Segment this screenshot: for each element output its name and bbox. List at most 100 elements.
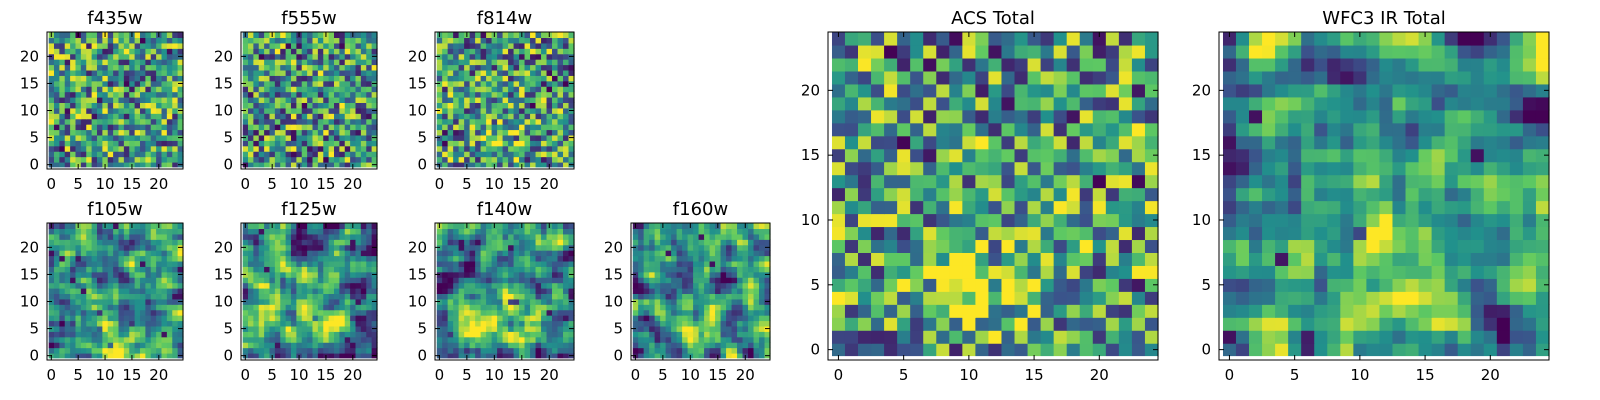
heatmap-cell bbox=[86, 134, 93, 141]
heatmap-cell bbox=[296, 342, 303, 349]
heatmap-cell bbox=[665, 271, 672, 278]
heatmap-cell bbox=[552, 53, 559, 60]
heatmap-cell bbox=[86, 151, 93, 158]
heatmap-cell bbox=[280, 113, 287, 120]
heatmap-cell bbox=[530, 64, 537, 71]
heatmap-cell bbox=[129, 271, 136, 278]
heatmap-cell bbox=[1118, 291, 1133, 305]
heatmap-cell bbox=[145, 156, 152, 163]
heatmap-cell bbox=[665, 315, 672, 322]
heatmap-cell bbox=[480, 325, 487, 332]
heatmap-cell bbox=[643, 266, 650, 273]
heatmap-cell bbox=[682, 325, 689, 332]
heatmap-cell bbox=[962, 213, 976, 228]
heatmap-cell bbox=[301, 69, 308, 76]
heatmap-cell bbox=[453, 86, 460, 93]
heatmap-cell bbox=[70, 266, 77, 273]
heatmap-cell bbox=[535, 287, 542, 294]
heatmap-cell bbox=[134, 113, 141, 120]
heatmap-cell bbox=[715, 347, 722, 354]
heatmap-cell bbox=[535, 282, 542, 289]
heatmap-cell bbox=[720, 336, 727, 343]
heatmap-cell bbox=[339, 331, 346, 338]
heatmap-cell bbox=[64, 75, 71, 82]
heatmap-cell bbox=[290, 352, 297, 359]
heatmap-cell bbox=[366, 96, 373, 103]
heatmap-cell bbox=[242, 113, 249, 120]
heatmap-cell bbox=[344, 336, 351, 343]
heatmap-cell bbox=[355, 266, 362, 273]
heatmap-cells bbox=[632, 223, 771, 359]
heatmap-cell bbox=[317, 309, 324, 316]
heatmap-cell bbox=[280, 156, 287, 163]
heatmap-cell bbox=[307, 336, 314, 343]
heatmap-cell bbox=[274, 113, 281, 120]
heatmap-cell bbox=[524, 277, 531, 284]
heatmap-cell bbox=[328, 107, 335, 114]
heatmap-cell bbox=[242, 124, 249, 131]
heatmap-cell bbox=[442, 304, 449, 311]
heatmap-cell bbox=[530, 298, 537, 305]
heatmap-cell bbox=[253, 309, 260, 316]
heatmap-cell bbox=[508, 293, 515, 300]
heatmap-cell bbox=[360, 315, 367, 322]
heatmap-cell bbox=[502, 342, 509, 349]
heatmap-cell bbox=[161, 69, 168, 76]
heatmap-cell bbox=[871, 239, 885, 253]
heatmap-cell bbox=[497, 102, 504, 109]
heatmap-cell bbox=[453, 228, 460, 235]
heatmap-cell bbox=[242, 331, 249, 338]
heatmap-cell bbox=[334, 277, 340, 284]
heatmap-cell bbox=[317, 107, 324, 114]
heatmap-cell bbox=[166, 223, 173, 230]
heatmap-cell bbox=[177, 331, 184, 338]
heatmap-cell bbox=[1001, 330, 1016, 344]
heatmap-cell bbox=[350, 156, 357, 163]
heatmap-cell bbox=[150, 151, 157, 158]
heatmap-cell bbox=[371, 239, 378, 246]
heatmap-cell bbox=[475, 145, 482, 152]
heatmap-cell bbox=[475, 298, 482, 305]
heatmap-cell bbox=[480, 336, 487, 343]
heatmap-cell bbox=[296, 255, 303, 262]
heatmap-cell bbox=[70, 331, 77, 338]
heatmap-cell bbox=[910, 252, 924, 266]
heatmap-cell bbox=[166, 320, 173, 327]
heatmap-cell bbox=[453, 244, 460, 251]
heatmap-cell bbox=[469, 59, 476, 66]
heatmap-cell bbox=[737, 325, 744, 332]
heatmap-cell bbox=[269, 53, 276, 60]
heatmap-cell bbox=[632, 266, 639, 273]
heatmap-cell bbox=[530, 315, 537, 322]
heatmap-cell bbox=[118, 59, 125, 66]
heatmap-cell bbox=[704, 331, 711, 338]
heatmap-cell bbox=[469, 161, 476, 168]
heatmap-cell bbox=[344, 271, 351, 278]
heatmap-cell bbox=[737, 233, 744, 240]
heatmap-cell bbox=[649, 298, 656, 305]
heatmap-cell bbox=[442, 113, 449, 120]
heatmap-cell bbox=[858, 200, 872, 215]
heatmap-cell bbox=[731, 228, 738, 235]
heatmap-cell bbox=[638, 331, 645, 338]
heatmap-cell bbox=[102, 59, 109, 66]
heatmap-cell bbox=[150, 223, 157, 230]
heatmap-cell bbox=[568, 86, 575, 93]
axes-frame bbox=[434, 31, 575, 170]
heatmap-cell bbox=[307, 118, 314, 125]
heatmap-cell bbox=[638, 304, 645, 311]
heatmap-cell bbox=[156, 140, 163, 147]
heatmap-cell bbox=[654, 277, 661, 284]
heatmap-cell bbox=[557, 325, 564, 332]
heatmap-cell bbox=[442, 42, 449, 49]
heatmap-cell bbox=[660, 239, 667, 246]
heatmap-cell bbox=[86, 145, 93, 152]
heatmap-cell bbox=[568, 304, 575, 311]
heatmap-cell bbox=[563, 69, 570, 76]
heatmap-cell bbox=[102, 304, 109, 311]
heatmap-cell bbox=[129, 151, 136, 158]
heatmap-cell bbox=[486, 352, 493, 359]
heatmap-cell bbox=[638, 325, 645, 332]
heatmap-cell bbox=[524, 260, 531, 267]
heatmap-cell bbox=[502, 282, 509, 289]
